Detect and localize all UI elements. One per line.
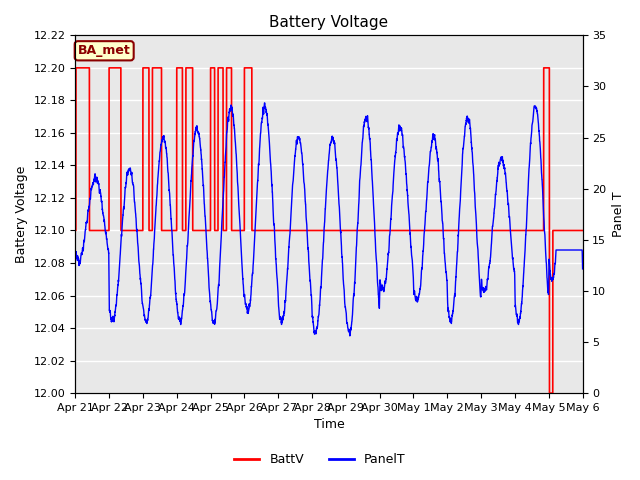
BattV [72, 228, 79, 233]
PanelT [72, 250, 79, 256]
Title: Battery Voltage: Battery Voltage [269, 15, 388, 30]
BattV [442, 228, 450, 233]
X-axis label: Time: Time [314, 419, 344, 432]
PanelT [310, 326, 317, 332]
Line: PanelT: PanelT [76, 103, 582, 336]
PanelT [579, 266, 586, 272]
BattV [471, 228, 479, 233]
BattV [163, 228, 170, 233]
BattV [579, 228, 586, 233]
Y-axis label: Battery Voltage: Battery Voltage [15, 166, 28, 263]
PanelT [579, 247, 586, 253]
BattV [579, 228, 586, 233]
Line: BattV: BattV [76, 68, 582, 393]
PanelT [443, 272, 451, 277]
PanelT [163, 149, 170, 155]
PanelT [260, 100, 268, 106]
BattV [72, 65, 80, 71]
PanelT [346, 333, 354, 338]
PanelT [415, 294, 422, 300]
BattV [310, 228, 317, 233]
Text: BA_met: BA_met [78, 44, 131, 57]
Legend: BattV, PanelT: BattV, PanelT [229, 448, 411, 471]
BattV [546, 390, 554, 396]
BattV [415, 228, 422, 233]
PanelT [472, 204, 479, 209]
Y-axis label: Panel T: Panel T [612, 192, 625, 237]
